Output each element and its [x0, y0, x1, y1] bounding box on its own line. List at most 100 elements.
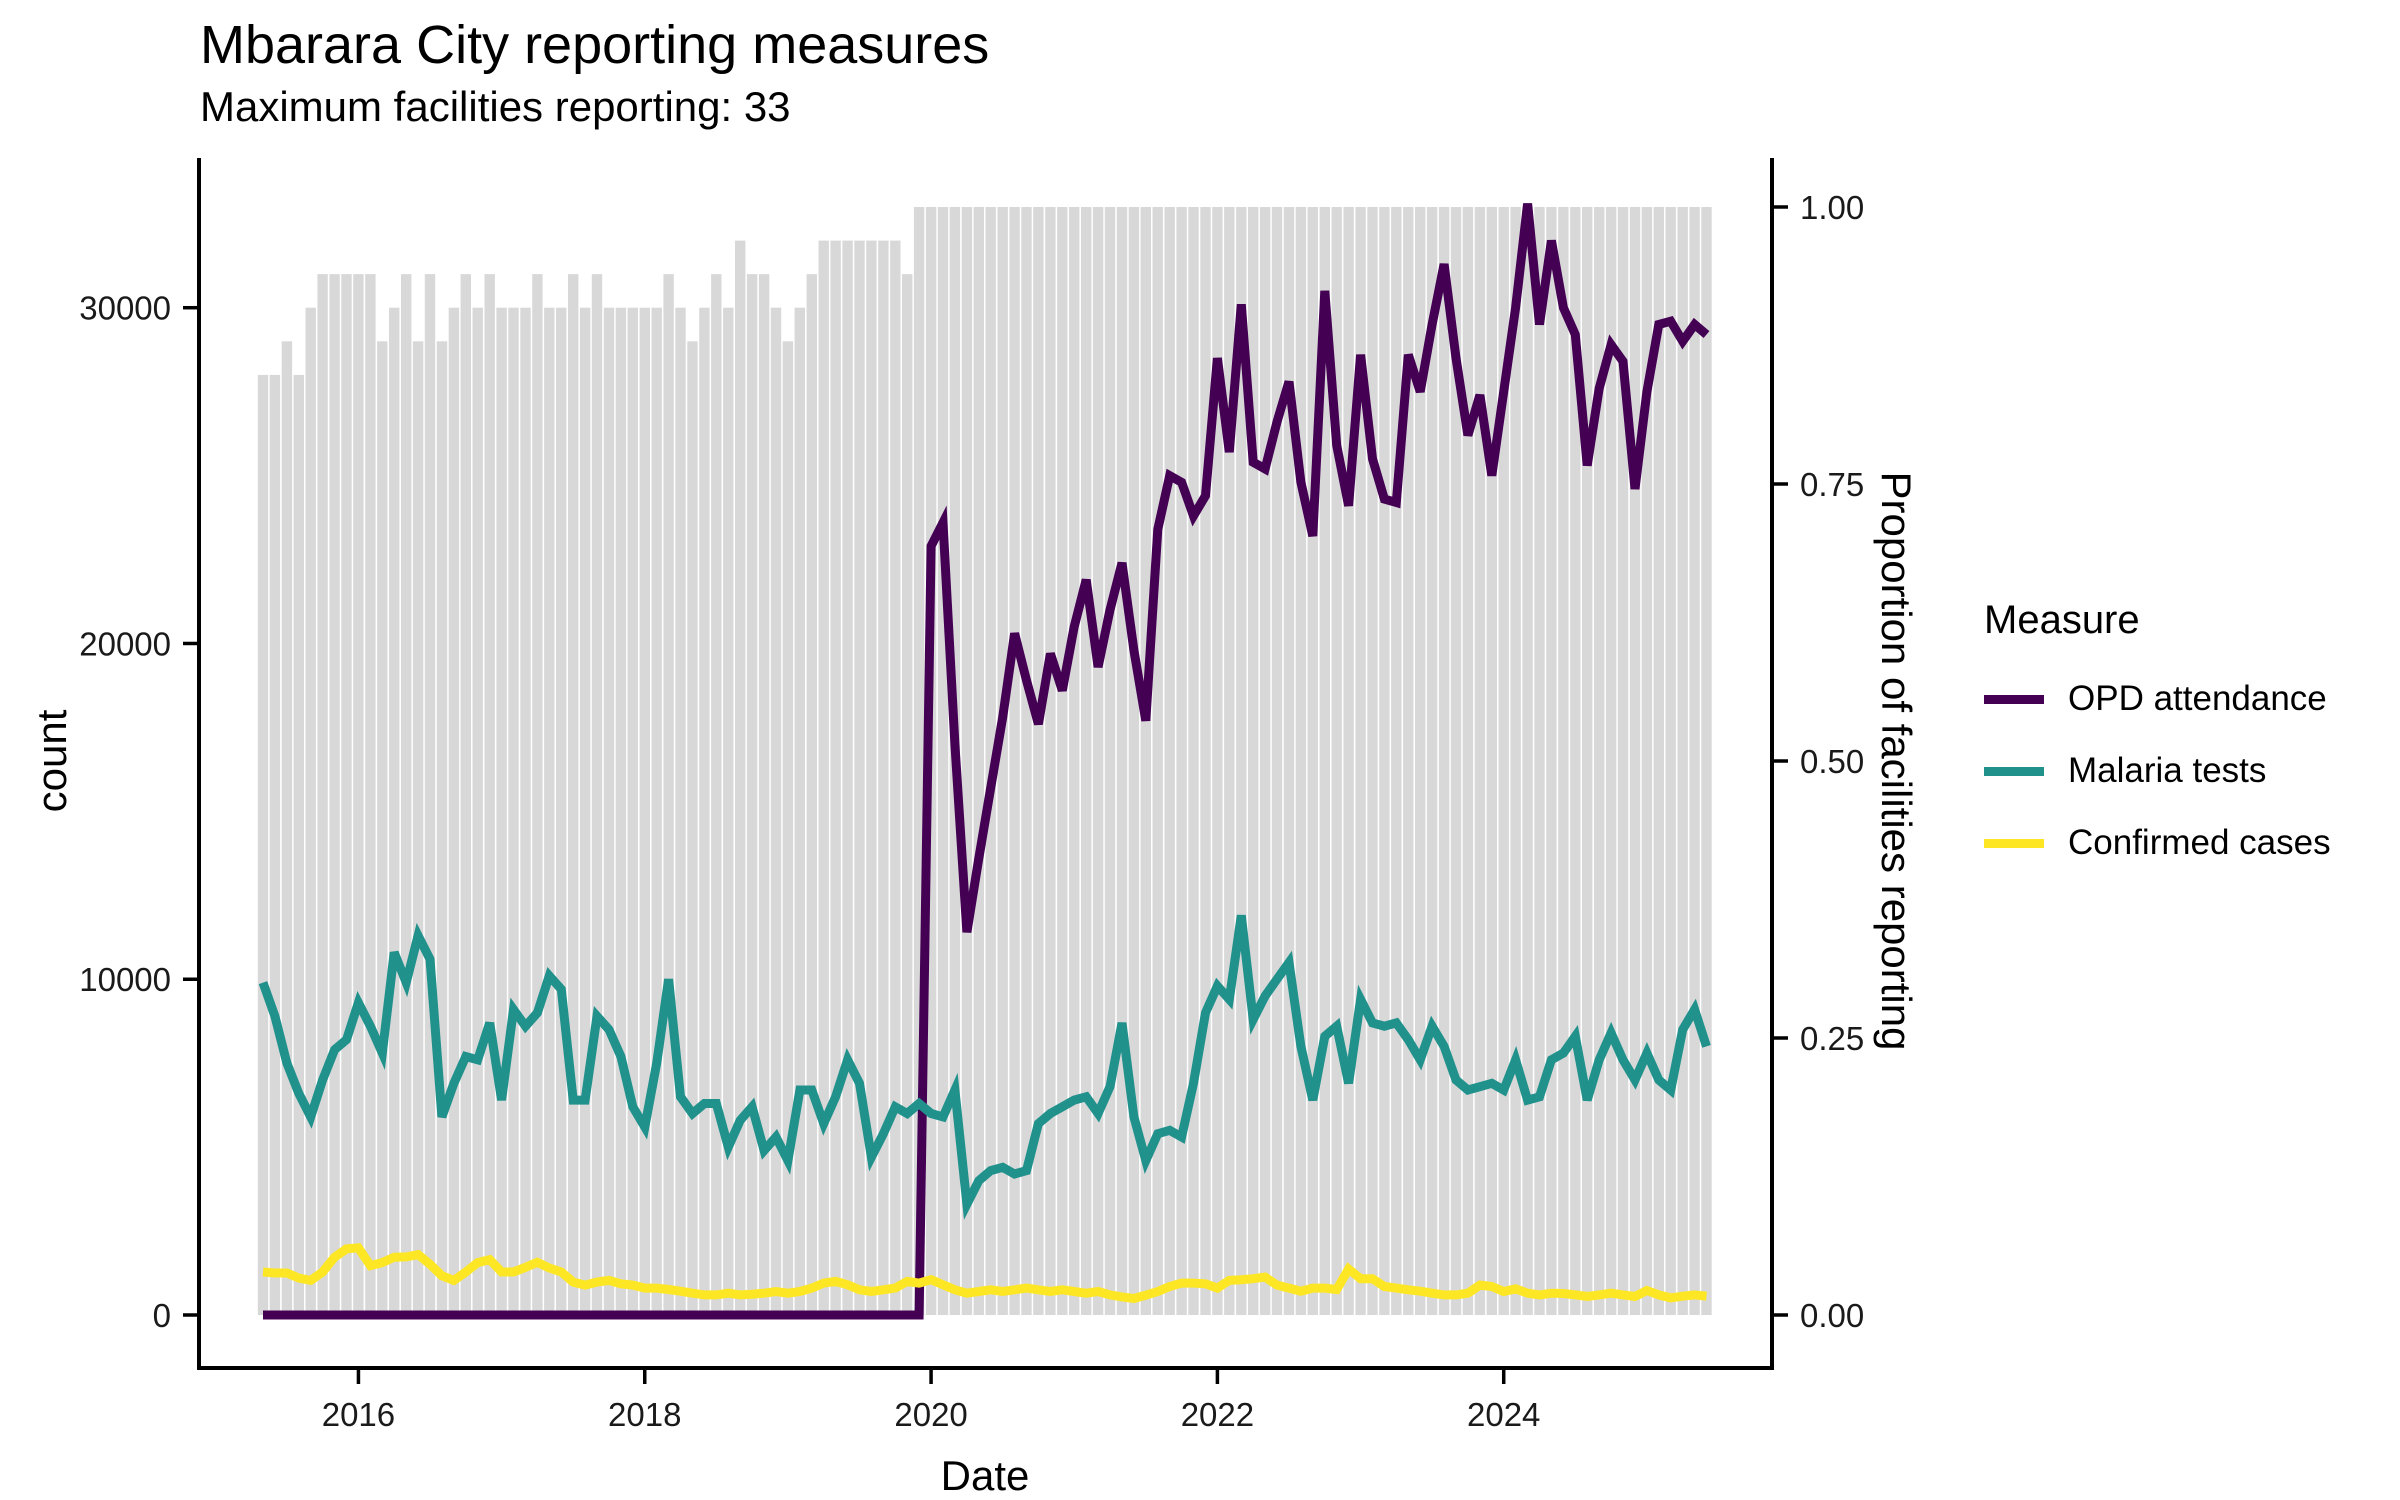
- reporting-bars: [257, 207, 1712, 1316]
- reporting-bar: [1570, 207, 1581, 1315]
- legend-label-malaria: Malaria tests: [2068, 751, 2267, 790]
- reporting-bar: [1426, 207, 1438, 1315]
- reporting-bar: [1295, 207, 1307, 1315]
- legend: Measure OPD attendance Malaria tests Con…: [1984, 598, 2331, 895]
- reporting-bar: [508, 307, 519, 1315]
- reporting-bar: [890, 240, 901, 1316]
- legend-title: Measure: [1984, 598, 2140, 642]
- reporting-bar: [1200, 207, 1211, 1315]
- reporting-bar: [699, 307, 710, 1315]
- reporting-bar: [317, 274, 328, 1316]
- reporting-bar: [1355, 207, 1366, 1315]
- reporting-bar: [424, 274, 436, 1316]
- reporting-bar: [401, 274, 412, 1316]
- reporting-bar: [937, 207, 949, 1315]
- reporting-bar: [520, 307, 531, 1315]
- reporting-bar: [1510, 207, 1521, 1315]
- confirmed-line-swatch-icon: [1984, 838, 2044, 848]
- y-left-tick-label: 30000: [79, 290, 171, 327]
- x-tick-label: 2020: [894, 1396, 967, 1433]
- reporting-bar: [1176, 207, 1187, 1315]
- reporting-bar: [902, 274, 913, 1316]
- reporting-bar: [1152, 207, 1163, 1315]
- y-right-tick-label: 0.00: [1800, 1297, 1864, 1334]
- y-axis-title-right: Proportion of facilities reporting: [1873, 471, 1920, 1051]
- chart-subtitle: Maximum facilities reporting: 33: [200, 83, 791, 130]
- reporting-bar: [1188, 207, 1199, 1315]
- reporting-bar: [1164, 207, 1175, 1315]
- reporting-bar: [1701, 207, 1712, 1315]
- reporting-bar: [1415, 207, 1426, 1315]
- y-right-tick-label: 0.75: [1800, 466, 1864, 503]
- reporting-bar: [1069, 207, 1080, 1315]
- reporting-bar: [1438, 207, 1450, 1315]
- reporting-bar: [782, 341, 794, 1315]
- opd-line-swatch-icon: [1984, 694, 2044, 704]
- reporting-bar: [615, 307, 627, 1315]
- reporting-bar: [1128, 207, 1140, 1315]
- reporting-bar: [591, 274, 603, 1316]
- reporting-bar: [1331, 207, 1342, 1315]
- reporting-bar: [1594, 207, 1605, 1315]
- reporting-bar: [758, 274, 770, 1316]
- reporting-bar: [365, 274, 376, 1316]
- reporting-bar: [341, 274, 352, 1316]
- reporting-bar: [1236, 207, 1247, 1315]
- reporting-bar: [1605, 207, 1617, 1315]
- reporting-bar: [1677, 207, 1688, 1315]
- reporting-bar: [281, 341, 293, 1315]
- reporting-bar: [269, 374, 281, 1315]
- reporting-bar: [1641, 207, 1653, 1315]
- reporting-bar: [1522, 207, 1533, 1315]
- x-axis-title: Date: [940, 1452, 1030, 1499]
- reporting-bar: [496, 307, 507, 1315]
- legend-label-opd: OPD attendance: [2068, 679, 2327, 718]
- reporting-bar: [1259, 207, 1271, 1315]
- reporting-bar: [377, 341, 388, 1315]
- reporting-bar: [1653, 207, 1664, 1315]
- legend-entry-malaria: Malaria tests: [1984, 751, 2331, 791]
- reporting-bar: [448, 307, 460, 1315]
- reporting-bar: [1665, 207, 1676, 1315]
- reporting-bar: [579, 307, 591, 1315]
- reporting-bar: [1403, 207, 1414, 1315]
- reporting-bar: [878, 240, 889, 1316]
- reporting-bar: [806, 274, 817, 1316]
- reporting-bar: [484, 274, 495, 1316]
- reporting-bar: [1498, 207, 1509, 1315]
- reporting-bar: [1343, 207, 1354, 1315]
- reporting-bar: [1462, 207, 1474, 1315]
- legend-entry-opd: OPD attendance: [1984, 679, 2331, 719]
- reporting-bar: [842, 240, 853, 1316]
- reporting-bar: [687, 341, 698, 1315]
- reporting-bar: [711, 274, 722, 1316]
- reporting-bar: [1092, 207, 1104, 1315]
- y-right-tick-label: 0.25: [1800, 1020, 1864, 1057]
- legend-entry-confirmed: Confirmed cases: [1984, 823, 2331, 863]
- reporting-bar: [818, 240, 829, 1316]
- y-left-tick-label: 10000: [79, 961, 171, 998]
- reporting-bar: [639, 307, 650, 1315]
- reporting-bar: [735, 240, 746, 1316]
- reporting-bar: [794, 307, 805, 1315]
- reporting-bar: [854, 240, 865, 1316]
- reporting-bar: [830, 240, 841, 1316]
- reporting-bar: [663, 274, 674, 1316]
- reporting-bar: [1045, 207, 1056, 1315]
- reporting-bar: [1224, 207, 1235, 1315]
- reporting-bar: [1081, 207, 1092, 1315]
- reporting-bar: [353, 274, 364, 1316]
- reporting-bar: [293, 374, 304, 1315]
- reporting-bar: [1212, 207, 1223, 1315]
- reporting-bar: [1582, 207, 1593, 1315]
- reporting-bar: [568, 274, 579, 1316]
- reporting-bar: [1021, 207, 1032, 1315]
- legend-label-confirmed: Confirmed cases: [2068, 823, 2331, 862]
- reporting-bar: [1319, 207, 1330, 1315]
- confirmed-cases-line: [262, 1243, 1707, 1304]
- reporting-bar: [985, 207, 996, 1315]
- reporting-bar: [770, 307, 782, 1315]
- y-right-tick-label: 1.00: [1800, 189, 1864, 226]
